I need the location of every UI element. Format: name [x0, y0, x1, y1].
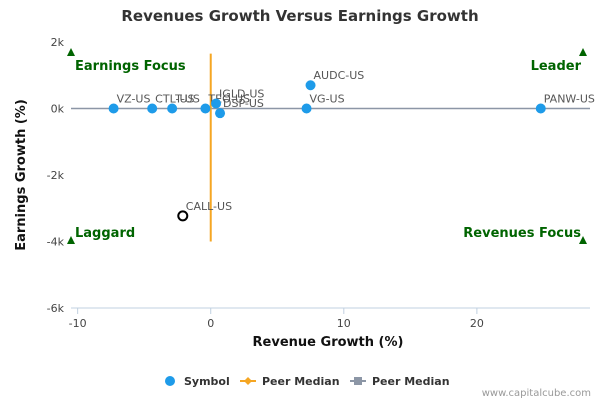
data-point-label: VG-US: [310, 93, 345, 106]
quadrant-top-right-triangle: [579, 48, 587, 56]
legend-earnings-median-marker: [354, 377, 362, 385]
data-point: [215, 108, 226, 119]
data-point-highlight: [177, 210, 189, 222]
x-tick-label: 10: [337, 317, 351, 330]
quadrant-bottom-right-triangle: [579, 236, 587, 244]
quadrant-labels: Earnings Focus Leader Laggard Revenues Focu…: [67, 48, 587, 244]
data-points: VZ-US CTL-UST-US TEO-USIGLD-USDSP-USAUDC-U…: [108, 69, 595, 222]
legend-item-label: Peer Median: [262, 375, 340, 388]
y-ticks: 2k 0k -2k -4k -6k: [47, 36, 65, 315]
chart-title: Revenues Growth Versus Earnings Growth: [121, 7, 478, 25]
x-tick-label: -10: [69, 317, 87, 330]
x-ticks: -10 0 10 20: [69, 308, 484, 330]
data-point-label: IGLD-US: [219, 88, 264, 101]
y-tick-label: -6k: [47, 302, 65, 315]
y-tick-label: -4k: [47, 236, 65, 249]
quadrant-bottom-left-triangle: [67, 236, 75, 244]
quadrant-bottom-right-label: Revenues Focus: [463, 226, 581, 241]
data-point-label: T-US: [174, 93, 200, 106]
y-tick-label: -2k: [47, 169, 65, 182]
data-point-label: CTL-US: [155, 93, 194, 106]
legend-symbol-marker: [165, 376, 175, 386]
data-point: [535, 103, 546, 114]
data-point-label: VZ-US: [117, 93, 151, 106]
quadrant-top-left-triangle: [67, 48, 75, 56]
legend-item-label: Peer Median: [372, 375, 450, 388]
quadrant-top-left-label: Earnings Focus: [75, 59, 186, 74]
data-point-label: PANW-US: [544, 93, 595, 106]
credit-text: www.capitalcube.com: [482, 388, 591, 399]
data-point: [211, 98, 222, 109]
quadrant-top-right-label: Leader: [531, 59, 582, 74]
x-axis-title: Revenue Growth (%): [253, 335, 404, 350]
data-point: [301, 103, 312, 114]
y-tick-label: 2k: [51, 36, 65, 49]
y-axis-title: Earnings Growth (%): [14, 99, 29, 251]
median-lines: [71, 53, 590, 242]
x-tick-label: 20: [470, 317, 484, 330]
data-point: [200, 103, 211, 114]
plot-area: -10 0 10 20 2k 0k -2k -4k -6k Earnings Focus Lea…: [47, 36, 595, 330]
quadrant-bottom-left-label: Laggard: [75, 226, 135, 241]
legend-item-label: Symbol: [184, 375, 230, 388]
legend-revenue-median-marker: [244, 377, 252, 385]
y-tick-label: 0k: [51, 103, 65, 116]
data-point-label: DSP-US: [223, 97, 264, 110]
data-point: [167, 103, 178, 114]
x-tick-label: 0: [207, 317, 214, 330]
data-point-label: CALL-US: [186, 200, 232, 213]
data-point: [305, 80, 316, 91]
data-point: [147, 103, 158, 114]
data-point-label: AUDC-US: [314, 69, 365, 82]
data-point: [108, 103, 119, 114]
legend: Symbol Peer Median Peer Median: [165, 375, 450, 388]
